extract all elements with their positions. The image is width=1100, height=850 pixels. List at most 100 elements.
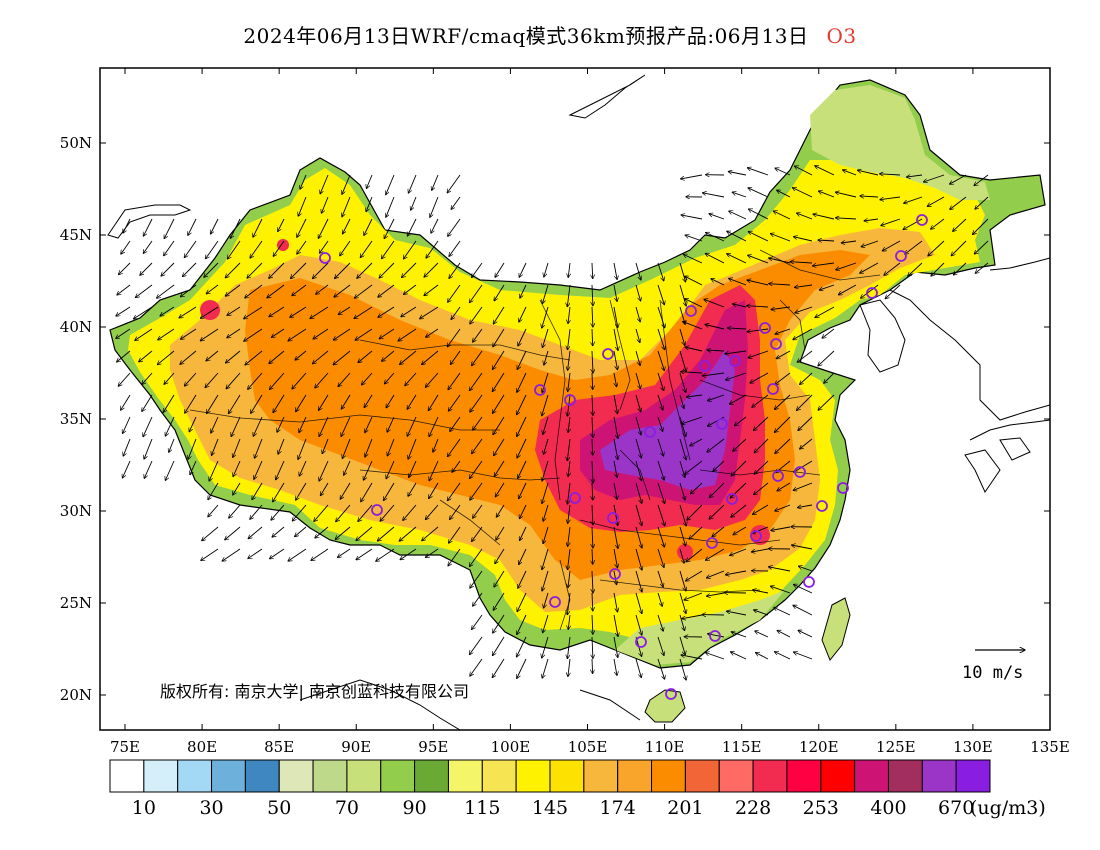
taiwan-island [821,597,851,661]
station-marker [602,348,614,360]
lat-tick-label: 35N [60,410,92,428]
lon-tick-label: 95E [418,738,448,756]
lon-tick-label: 85E [264,738,294,756]
colorbar-unit: (ug/m3) [970,797,1046,819]
station-marker [794,466,806,478]
lat-tick-label: 45N [60,226,92,244]
colorbar-swatch [244,759,280,793]
colorbar-tick-label: 253 [803,797,839,819]
hotspot-north [277,239,289,251]
lat-tick-label: 25N [60,594,92,612]
lon-tick-label: 130E [953,738,993,756]
station-marker [569,492,581,504]
lon-tick-label: 105E [568,738,608,756]
colorbar-tick-label: 30 [199,797,223,819]
lon-tick-label: 100E [491,738,531,756]
colorbar-swatch [447,759,483,793]
colorbar-swatch [109,759,145,793]
colorbar-tick-label: 400 [870,797,906,819]
station-marker [319,252,331,264]
colorbar-swatch [854,759,889,793]
colorbar-tick-label: 115 [464,797,500,819]
station-marker [685,305,697,317]
colorbar-swatch [583,759,619,793]
colorbar-swatch [312,759,348,793]
colorbar-swatch [820,759,856,793]
hotspot-south [677,544,693,560]
station-marker [706,537,718,549]
colorbar-swatch [718,759,754,793]
lon-tick-label: 110E [645,738,685,756]
station-marker [665,688,677,700]
colorbar-swatch [752,759,788,793]
zone-purple [600,350,735,490]
colorbar-tick-label: 90 [403,797,427,819]
wind-vectors [116,166,989,680]
lon-tick-label: 115E [722,738,762,756]
colorbar-swatch [786,759,822,793]
colorbar-tick-label: 70 [335,797,359,819]
station-marker [759,322,771,334]
colorbar-tick-label: 228 [735,797,771,819]
map-frame [99,67,1051,731]
monitoring-stations [319,214,928,700]
colorbar-swatch [515,759,551,793]
zone-southcoast-green [615,590,785,665]
lat-tick-label: 30N [60,502,92,520]
colorbar-swatch [380,759,416,793]
colorbar-swatch [955,759,991,793]
station-marker [729,355,741,367]
colorbar-swatch [177,759,213,793]
station-marker [750,530,762,542]
station-marker [564,394,576,406]
colorbar-tick-label: 174 [600,797,636,819]
lat-tick-label: 40N [60,318,92,336]
title-text: 2024年06月13日WRF/cmaq模式36km预报产品:06月13日 [243,24,809,48]
lon-tick-label: 80E [187,738,217,756]
lat-tick-label: 20N [60,686,92,704]
colorbar-swatch [346,759,382,793]
colorbar-swatch [278,759,314,793]
colorbar-tick-label: 50 [267,797,291,819]
colorbar-swatch [651,759,686,793]
colorbar-swatch [887,759,923,793]
colorbar-swatch [143,759,179,793]
coastline-neighbors [107,74,1050,730]
lon-tick-label: 125E [876,738,916,756]
colorbar-swatch [617,759,653,793]
map-axes: 75E 80E 85E 90E 95E 100E 105E 110E 115E 120E 125E 1… [60,68,1070,756]
station-marker [803,576,815,588]
lon-tick-label: 135E [1030,738,1070,756]
station-marker [895,250,907,262]
station-marker [371,504,383,516]
station-marker [635,636,647,648]
station-marker [726,493,738,505]
lon-tick-label: 90E [341,738,371,756]
lon-tick-label: 75E [110,738,140,756]
station-marker [609,568,621,580]
species-label: O3 [826,24,857,48]
station-marker [770,338,782,350]
colorbar-tick-label: 10 [132,797,156,819]
lat-tick-label: 50N [60,134,92,152]
colorbar-swatch [414,759,449,793]
copyright-text: 版权所有: 南京大学| 南京创蓝科技有限公司 [160,682,469,701]
colorbar-tick-label: 201 [667,797,703,819]
colorbar-swatch [684,759,720,793]
map-title: 2024年06月13日WRF/cmaq模式36km预报产品:06月13日 O3 [0,20,1100,49]
zone-northeast-green [810,85,990,200]
station-marker [866,287,878,299]
colorbar-tick-label: 670 [938,797,974,819]
colorbar-swatch [549,759,585,793]
station-marker [709,630,721,642]
station-marker [549,596,561,608]
colorbar-swatch [211,759,246,793]
colorbar-swatch [921,759,957,793]
station-marker [716,418,728,430]
station-marker [916,214,928,226]
wind-reference-label: 10 m/s [962,663,1023,683]
station-marker [772,470,784,482]
station-marker [816,500,828,512]
station-marker [837,482,849,494]
